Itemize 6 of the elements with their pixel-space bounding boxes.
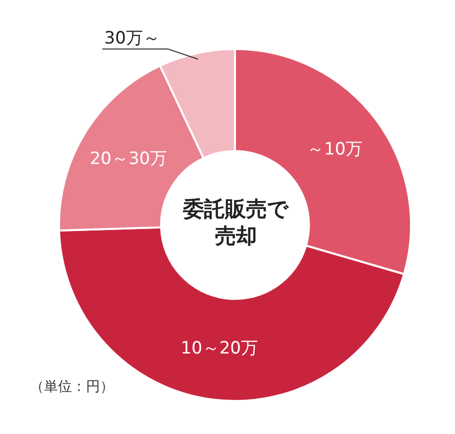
slice-label: ～10万 bbox=[307, 139, 363, 160]
slice-label: 30万～ bbox=[104, 28, 160, 48]
slice-label: 20～30万 bbox=[90, 149, 168, 170]
text: 委託販売で売却 bbox=[182, 196, 290, 250]
text: （単位：円） bbox=[30, 378, 114, 396]
slice-label: 10～20万 bbox=[180, 338, 258, 358]
